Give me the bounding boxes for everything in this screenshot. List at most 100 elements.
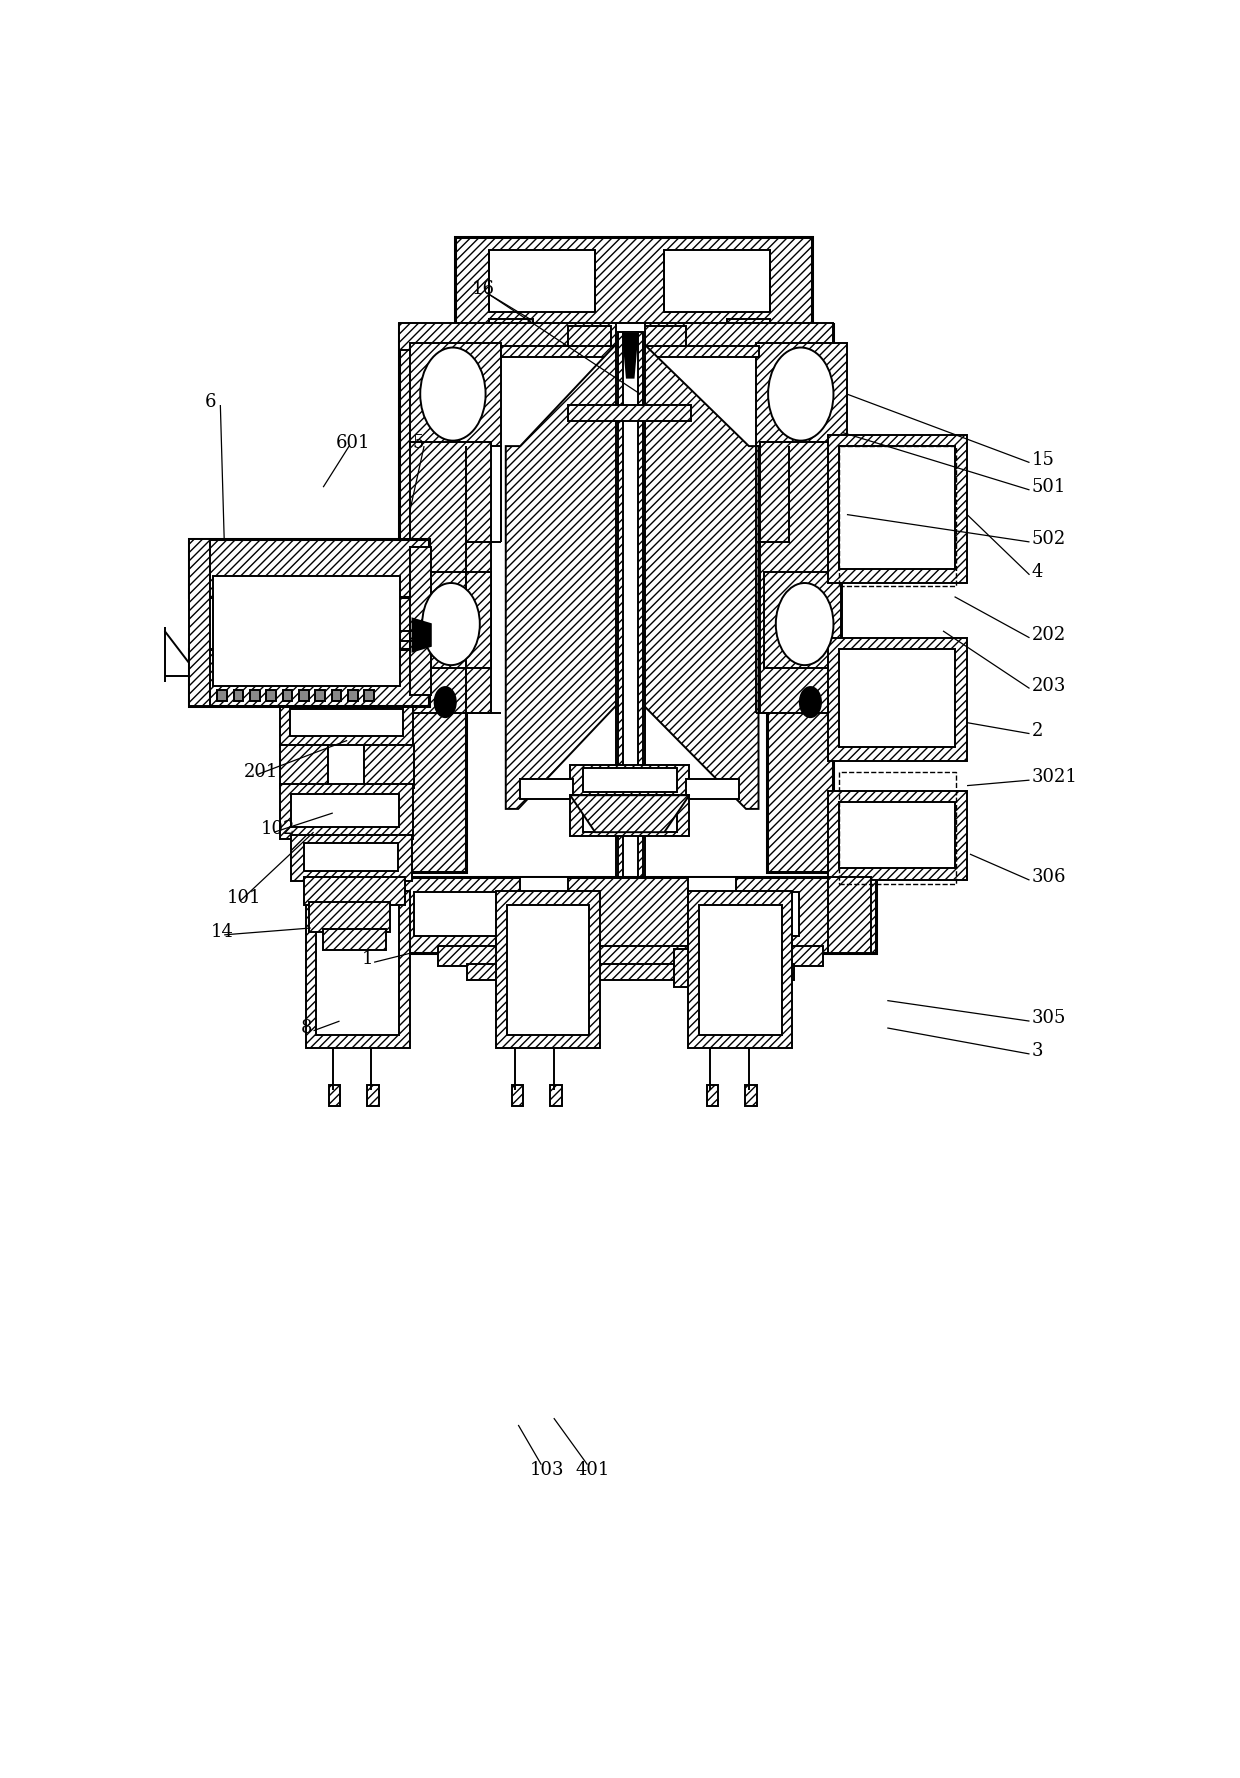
Bar <box>768 324 832 871</box>
Text: 6: 6 <box>205 393 217 411</box>
Bar <box>568 325 611 347</box>
Circle shape <box>800 686 821 717</box>
Bar <box>304 843 398 871</box>
Polygon shape <box>506 334 759 809</box>
Text: 101: 101 <box>227 889 262 907</box>
Circle shape <box>422 583 480 665</box>
Bar <box>291 836 412 882</box>
Polygon shape <box>413 619 430 651</box>
Bar <box>365 690 374 701</box>
Bar <box>291 793 399 827</box>
Bar <box>399 324 466 871</box>
Bar <box>583 768 677 793</box>
Bar <box>675 948 693 987</box>
Bar <box>828 791 967 880</box>
Bar <box>332 585 341 597</box>
Bar <box>234 585 243 597</box>
Bar <box>839 802 955 868</box>
Bar <box>409 343 501 446</box>
Bar <box>324 930 386 949</box>
Bar <box>727 318 770 343</box>
Text: 305: 305 <box>1032 1010 1066 1028</box>
Bar <box>496 891 600 1049</box>
Bar <box>521 877 568 953</box>
Bar <box>309 901 391 932</box>
Bar <box>693 893 799 937</box>
Text: 14: 14 <box>211 923 233 941</box>
Bar <box>622 332 639 905</box>
Bar <box>839 772 956 884</box>
Bar <box>619 332 644 905</box>
Circle shape <box>420 347 486 441</box>
Bar <box>280 745 327 788</box>
Bar <box>304 877 405 905</box>
Bar <box>188 649 429 706</box>
Bar <box>707 1085 718 1106</box>
Bar <box>283 585 293 597</box>
Bar <box>283 690 293 701</box>
Bar <box>490 318 533 343</box>
Bar <box>745 1085 756 1106</box>
Text: 103: 103 <box>529 1462 564 1479</box>
Bar <box>315 585 325 597</box>
Bar <box>512 1085 523 1106</box>
Bar <box>568 405 691 421</box>
Text: 16: 16 <box>472 279 495 297</box>
Polygon shape <box>570 795 689 832</box>
Bar <box>563 948 583 987</box>
Bar <box>267 585 277 597</box>
Bar <box>828 436 967 583</box>
Bar <box>688 891 792 1049</box>
Text: 1: 1 <box>362 951 373 969</box>
Text: 3021: 3021 <box>1032 768 1078 786</box>
Bar <box>839 446 956 585</box>
Bar <box>687 779 739 800</box>
Bar <box>188 539 429 597</box>
Text: 601: 601 <box>336 434 371 452</box>
Circle shape <box>435 686 456 717</box>
Bar <box>267 690 277 701</box>
Text: 3: 3 <box>1032 1042 1043 1060</box>
Bar <box>764 573 841 669</box>
Text: 15: 15 <box>1032 452 1054 469</box>
Text: 401: 401 <box>575 1462 610 1479</box>
Text: 5: 5 <box>413 434 424 452</box>
Bar <box>299 690 309 701</box>
Bar <box>315 690 325 701</box>
Bar <box>521 948 539 987</box>
Bar <box>362 745 414 788</box>
Bar <box>439 946 823 965</box>
Bar <box>688 877 737 953</box>
Bar <box>399 324 833 350</box>
Bar <box>490 251 595 311</box>
Text: 4: 4 <box>1032 564 1043 581</box>
Bar <box>839 649 955 747</box>
Bar <box>365 585 374 597</box>
Bar <box>409 443 491 713</box>
Bar <box>316 905 399 1035</box>
Bar <box>327 745 365 788</box>
Bar <box>409 548 430 695</box>
Bar <box>570 765 689 795</box>
Bar <box>467 964 794 980</box>
Bar <box>760 443 842 713</box>
Bar <box>665 251 770 311</box>
Bar <box>250 585 259 597</box>
Bar <box>234 690 243 701</box>
Bar <box>699 905 781 1035</box>
Bar <box>217 690 227 701</box>
Text: 102: 102 <box>260 820 295 839</box>
Bar <box>686 948 704 987</box>
Bar <box>299 585 309 597</box>
Bar <box>616 324 645 912</box>
Bar <box>348 690 358 701</box>
Text: 502: 502 <box>1032 530 1065 548</box>
Bar <box>828 638 967 761</box>
Circle shape <box>768 347 833 441</box>
Bar <box>551 1085 562 1106</box>
Bar <box>329 1085 341 1106</box>
Bar <box>280 699 413 747</box>
Bar <box>280 784 413 839</box>
Bar <box>570 795 689 836</box>
Text: 201: 201 <box>243 763 278 781</box>
